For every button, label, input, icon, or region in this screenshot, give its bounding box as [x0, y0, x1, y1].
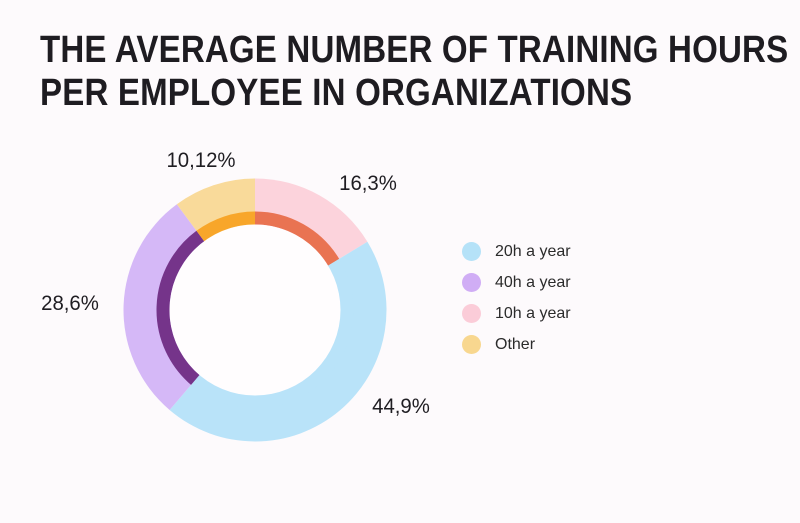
donut-accent-arc-10h-a-year: [254, 211, 340, 266]
chart-legend: 20h a year 40h a year 10h a year Other: [462, 242, 571, 366]
donut-accent-arc-other: [196, 211, 256, 242]
legend-swatch-icon-40h: [462, 273, 481, 292]
legend-swatch-icon-10h: [462, 304, 481, 323]
legend-swatch-icon-20h: [462, 242, 481, 261]
legend-label-20h: 20h a year: [495, 242, 571, 260]
legend-item-20h: 20h a year: [462, 242, 571, 261]
donut-accent-arc-40h-a-year: [156, 230, 205, 385]
legend-label-other: Other: [495, 335, 536, 353]
legend-label-40h: 40h a year: [495, 273, 571, 291]
legend-item-other: Other: [462, 335, 571, 354]
legend-item-40h: 40h a year: [462, 273, 571, 292]
slice-value-label-10h: 16,3%: [339, 172, 397, 195]
donut-hole: [169, 224, 341, 396]
donut-accent-arc-20h-a-year: [191, 258, 354, 409]
legend-label-10h: 10h a year: [495, 304, 571, 322]
legend-swatch-icon-other: [462, 335, 481, 354]
page-title-line-1: THE AVERAGE NUMBER OF TRAINING HOURS: [40, 29, 789, 71]
slice-value-label-other: 10,12%: [166, 149, 236, 172]
legend-item-10h: 10h a year: [462, 304, 571, 323]
page-title-line-2: PER EMPLOYEE IN ORGANIZATIONS: [40, 72, 633, 114]
page-title: THE AVERAGE NUMBER OF TRAINING HOURS PER…: [40, 29, 800, 115]
slice-value-label-40h: 28,6%: [41, 292, 99, 315]
slice-value-label-20h: 44,9%: [372, 395, 430, 418]
